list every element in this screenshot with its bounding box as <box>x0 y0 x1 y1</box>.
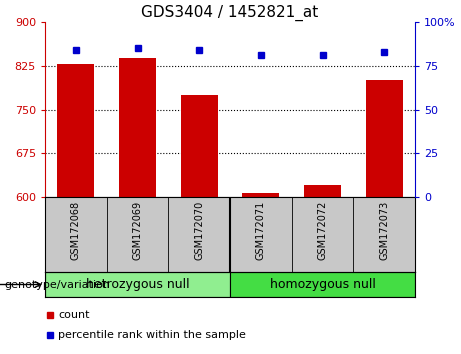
Bar <box>45 272 230 297</box>
Bar <box>304 185 341 197</box>
Text: hetrozygous null: hetrozygous null <box>86 278 189 291</box>
Text: homozygous null: homozygous null <box>270 278 375 291</box>
Bar <box>57 64 95 197</box>
Bar <box>242 193 279 197</box>
Text: GSM172072: GSM172072 <box>318 201 327 260</box>
Text: GSM172069: GSM172069 <box>132 201 142 260</box>
Bar <box>181 95 218 197</box>
Text: GSM172068: GSM172068 <box>71 201 81 260</box>
Text: count: count <box>58 310 89 320</box>
Text: GSM172073: GSM172073 <box>379 201 389 260</box>
Text: genotype/variation: genotype/variation <box>5 280 111 290</box>
Text: percentile rank within the sample: percentile rank within the sample <box>58 330 246 340</box>
Bar <box>230 272 415 297</box>
Title: GDS3404 / 1452821_at: GDS3404 / 1452821_at <box>142 5 319 21</box>
Text: GSM172071: GSM172071 <box>256 201 266 260</box>
Bar <box>119 58 156 197</box>
Bar <box>366 80 402 197</box>
Text: GSM172070: GSM172070 <box>194 201 204 260</box>
